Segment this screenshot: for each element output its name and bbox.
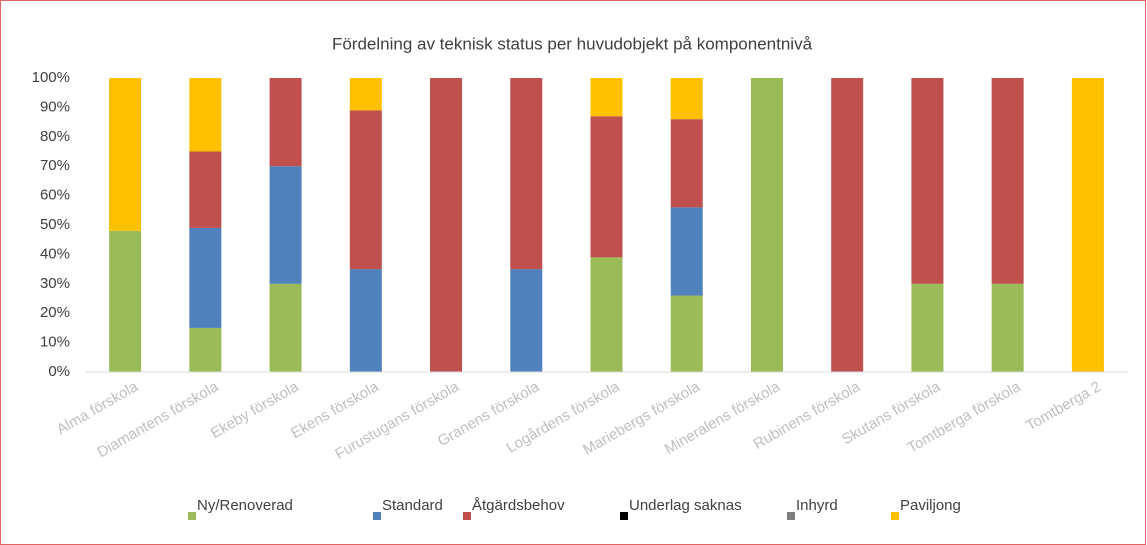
legend-swatch [891, 512, 899, 520]
y-tick-label: 30% [40, 275, 70, 292]
legend-swatch [463, 512, 471, 520]
legend-label: Inhyrd [796, 497, 838, 514]
legend-label: Paviljong [900, 497, 961, 514]
y-tick-label: 50% [40, 216, 70, 233]
bar-segment [189, 151, 222, 228]
bar-segment [991, 283, 1024, 372]
bar-segment [590, 257, 623, 372]
bar-segment [189, 78, 222, 152]
bar-segment [510, 269, 543, 372]
y-tick-label: 90% [40, 98, 70, 115]
y-tick-label: 70% [40, 157, 70, 174]
legend-swatch [787, 512, 795, 520]
legend-label: Underlag saknas [629, 497, 742, 514]
bar-segment [831, 78, 864, 372]
bar-segment [911, 283, 944, 372]
bar-segment [670, 207, 703, 296]
bar-segment [349, 78, 382, 111]
legend-label: Ny/Renoverad [197, 497, 293, 514]
bar-segment [109, 230, 142, 372]
bar-segment [109, 78, 142, 231]
y-tick-label: 60% [40, 187, 70, 204]
bar-segment [1071, 78, 1104, 372]
y-tick-label: 100% [32, 69, 70, 86]
bar-segment [269, 166, 302, 284]
bar-segment [991, 78, 1024, 284]
bar-segment [349, 269, 382, 372]
bar-segment [670, 119, 703, 208]
y-tick-label: 80% [40, 128, 70, 145]
y-tick-label: 0% [48, 363, 70, 380]
bar-segment [269, 283, 302, 372]
legend-swatch [188, 512, 196, 520]
y-tick-label: 40% [40, 245, 70, 262]
bar-segment [670, 295, 703, 372]
chart-title: Fördelning av teknisk status per huvudob… [332, 34, 813, 53]
y-tick-label: 20% [40, 304, 70, 321]
bar-segment [349, 110, 382, 270]
legend-label: Åtgärdsbehov [472, 497, 565, 514]
bar-segment [189, 227, 222, 328]
legend-swatch [620, 512, 628, 520]
y-tick-label: 10% [40, 334, 70, 351]
bar-segment [911, 78, 944, 284]
bar-segment [670, 78, 703, 120]
bar-segment [590, 78, 623, 117]
legend-swatch [373, 512, 381, 520]
bar-segment [510, 78, 543, 270]
bar-segment [189, 327, 222, 372]
bar-segment [430, 78, 463, 372]
bar-segment [590, 116, 623, 258]
bar-segment [269, 78, 302, 167]
bar-segment [750, 78, 783, 372]
legend-label: Standard [382, 497, 443, 514]
